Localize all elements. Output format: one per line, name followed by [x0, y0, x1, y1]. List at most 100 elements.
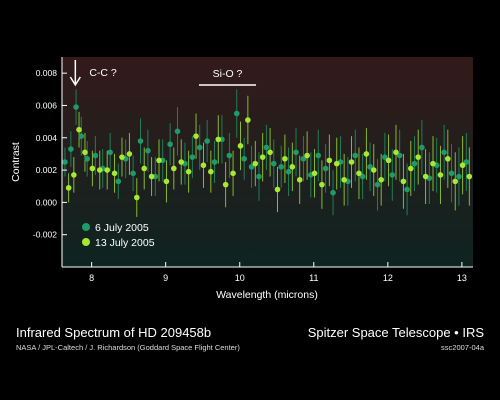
- y-tick-label: 0.002: [36, 165, 58, 175]
- data-point: [367, 164, 373, 170]
- data-point: [174, 128, 181, 135]
- data-point: [104, 167, 110, 173]
- data-point: [230, 170, 236, 177]
- data-point: [137, 138, 144, 144]
- data-point: [382, 154, 388, 160]
- data-point: [341, 176, 347, 183]
- data-point: [141, 165, 147, 172]
- data-point: [304, 152, 310, 159]
- data-point: [466, 173, 473, 180]
- annotations-layer: C-C ? Si-O ?: [69, 60, 257, 87]
- data-point: [226, 152, 233, 159]
- data-point: [322, 165, 329, 172]
- x-tick-label: 8: [89, 273, 94, 283]
- y-tick-label: 0.004: [36, 133, 58, 143]
- ticks-layer: 8 9 10 11 12 13 -0.002 0.000 0.002 0.004 0.006 0.00…: [33, 68, 467, 283]
- data-point: [348, 159, 355, 165]
- legend: 6 July 2005 13 July 2005: [82, 222, 155, 249]
- data-points-layer: [62, 104, 473, 201]
- data-point: [370, 167, 377, 173]
- data-point: [185, 168, 192, 175]
- y-axis-label: Contrast: [10, 142, 22, 182]
- data-point: [145, 147, 151, 154]
- data-point: [437, 172, 444, 178]
- data-point: [76, 126, 82, 133]
- y-tick-label: -0.002: [33, 230, 57, 240]
- data-point: [215, 136, 222, 143]
- data-point: [156, 157, 162, 164]
- x-tick-label: 13: [457, 273, 467, 283]
- data-point: [119, 154, 125, 160]
- data-point: [233, 110, 240, 117]
- y-tick-label: 0.000: [36, 197, 58, 207]
- data-point: [107, 149, 113, 156]
- caption-title: Infrared Spectrum of HD 209458b: [16, 325, 212, 340]
- data-point: [196, 144, 203, 151]
- data-point: [167, 141, 173, 148]
- data-point: [267, 149, 273, 156]
- data-point: [193, 133, 199, 139]
- data-point: [89, 165, 96, 172]
- data-point: [456, 173, 462, 180]
- data-point: [96, 167, 103, 173]
- data-point: [374, 181, 381, 188]
- data-point: [404, 186, 410, 193]
- data-point: [92, 152, 99, 159]
- data-point: [333, 160, 340, 167]
- data-point: [352, 152, 359, 159]
- data-point: [208, 168, 214, 175]
- data-point: [241, 155, 247, 162]
- data-point: [359, 173, 366, 180]
- data-point: [289, 164, 296, 170]
- caption-credit: NASA / JPL-Caltech / J. Richardson (Godd…: [16, 343, 240, 352]
- data-point: [62, 159, 68, 165]
- annotation-arrow-head: [69, 76, 81, 87]
- data-point: [68, 146, 74, 152]
- data-point: [278, 164, 285, 170]
- legend-label: 13 July 2005: [95, 237, 155, 249]
- data-point: [204, 138, 210, 144]
- data-point: [282, 155, 288, 162]
- data-point: [245, 117, 251, 123]
- data-point: [71, 172, 77, 178]
- data-point: [263, 144, 270, 151]
- x-tick-label: 10: [235, 273, 245, 283]
- data-point: [326, 157, 333, 164]
- data-point: [259, 154, 266, 160]
- legend-label: 6 July 2005: [95, 222, 149, 234]
- x-tick-label: 9: [163, 273, 168, 283]
- data-point: [148, 173, 155, 180]
- data-point: [415, 154, 422, 160]
- data-point: [73, 104, 79, 110]
- data-point: [389, 172, 396, 178]
- caption-telescope: Spitzer Space Telescope • IRS: [307, 325, 484, 340]
- data-point: [378, 176, 384, 183]
- data-point: [270, 160, 277, 167]
- data-point: [211, 159, 218, 165]
- data-point: [411, 160, 418, 167]
- data-point: [296, 176, 303, 183]
- data-point: [200, 162, 207, 169]
- y-tick-label: 0.006: [36, 100, 58, 110]
- data-point: [463, 159, 470, 165]
- data-point: [126, 151, 133, 157]
- data-point: [419, 144, 425, 151]
- data-point: [252, 160, 259, 167]
- x-tick-label: 11: [309, 273, 318, 283]
- data-point: [319, 181, 325, 188]
- data-point: [248, 164, 255, 170]
- data-point: [300, 155, 307, 162]
- data-point: [363, 151, 370, 157]
- data-point: [422, 173, 429, 180]
- legend-marker: [82, 223, 90, 231]
- y-tick-label: 0.008: [36, 68, 58, 78]
- data-point: [393, 149, 399, 156]
- annotation-label: Si-O ?: [213, 68, 243, 80]
- data-point: [311, 170, 318, 177]
- data-point: [396, 152, 403, 159]
- data-point: [237, 143, 244, 149]
- data-point: [130, 170, 136, 177]
- data-point: [315, 152, 322, 159]
- data-point: [133, 194, 140, 201]
